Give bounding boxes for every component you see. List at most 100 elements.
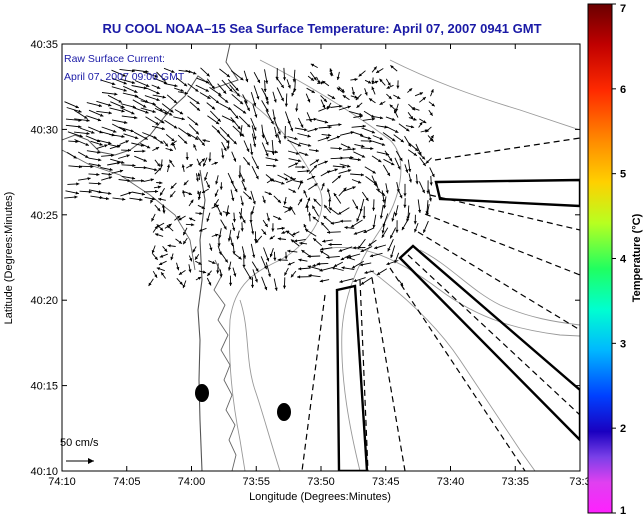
- current-vector-icon: [232, 212, 236, 223]
- current-vector-icon: [362, 206, 366, 219]
- current-vector-icon: [194, 254, 200, 260]
- current-vector-icon: [177, 134, 188, 145]
- current-vector-icon: [255, 235, 263, 244]
- current-vector-icon: [298, 258, 308, 262]
- current-vector-icon: [308, 164, 318, 174]
- current-vector-icon: [408, 142, 419, 152]
- current-vector-icon: [320, 247, 333, 251]
- subtitle-current-label: Raw Surface Current:: [64, 53, 165, 65]
- current-vector-icon: [386, 260, 399, 266]
- y-tick-label: 40:15: [30, 381, 58, 393]
- current-vector-icon: [352, 246, 366, 250]
- current-vector-icon: [418, 181, 426, 194]
- current-vector-icon: [379, 204, 384, 219]
- current-vector-icon: [119, 140, 129, 145]
- current-vector-icon: [222, 211, 231, 215]
- current-vector-icon: [170, 253, 174, 261]
- current-vector-icon: [297, 180, 303, 190]
- current-vector-icon: [204, 172, 208, 181]
- current-vector-icon: [277, 226, 285, 230]
- current-vector-icon: [287, 136, 298, 140]
- current-vector-icon: [328, 207, 339, 215]
- current-vector-icon: [208, 260, 216, 265]
- current-vector-icon: [271, 223, 275, 232]
- current-vector-icon: [422, 220, 429, 233]
- current-vector-icon: [162, 109, 173, 116]
- current-vector-icon: [298, 267, 311, 271]
- colorbar-tick-label: 6: [620, 84, 626, 96]
- current-vector-icon: [154, 204, 161, 212]
- current-vector-icon: [276, 87, 285, 102]
- current-vector-icon: [345, 256, 356, 261]
- current-vector-icon: [286, 230, 295, 238]
- current-vector-icon: [316, 119, 329, 124]
- bay-shoreline: [62, 149, 196, 271]
- current-vector-icon: [373, 244, 387, 250]
- current-vector-icon: [397, 188, 403, 199]
- current-vector-icon: [110, 101, 125, 109]
- current-vector-icon: [307, 127, 319, 133]
- current-vector-icon: [339, 163, 351, 168]
- current-vector-icon: [297, 275, 311, 279]
- y-tick-label: 40:30: [30, 124, 58, 136]
- current-vector-icon: [230, 180, 238, 193]
- current-vector-icon: [121, 115, 138, 120]
- current-vector-icon: [186, 163, 193, 169]
- current-vector-icon: [391, 211, 396, 222]
- current-vector-icon: [293, 238, 306, 243]
- current-vector-icon: [239, 171, 245, 183]
- current-vector-icon: [238, 115, 251, 128]
- current-vector-icon: [355, 93, 362, 101]
- current-vector-icon: [119, 78, 136, 84]
- current-vector-icon: [192, 246, 197, 253]
- current-vector-icon: [330, 221, 341, 225]
- current-vector-icon: [376, 268, 388, 276]
- current-vector-icon: [261, 142, 269, 157]
- current-vector-icon: [68, 165, 83, 169]
- current-vector-icon: [304, 228, 317, 237]
- current-vector-icon: [66, 152, 77, 159]
- current-vector-icon: [79, 165, 94, 169]
- current-vector-icon: [230, 70, 244, 81]
- current-vector-icon: [101, 176, 113, 181]
- current-vector-icon: [372, 214, 377, 229]
- current-vector-icon: [321, 80, 330, 87]
- current-vector-icon: [405, 125, 415, 129]
- current-vector-icon: [195, 276, 202, 281]
- current-vector-icon: [401, 220, 408, 231]
- current-vector-icon: [229, 108, 239, 119]
- current-vector-icon: [376, 125, 388, 129]
- current-vector-icon: [154, 233, 164, 237]
- current-vector-icon: [333, 261, 344, 268]
- current-vector-icon: [250, 117, 257, 131]
- current-vector-icon: [327, 123, 342, 127]
- current-vector-icon: [198, 227, 207, 232]
- current-vector-icon: [184, 191, 193, 196]
- current-vector-icon: [273, 251, 277, 261]
- current-vector-icon: [375, 68, 384, 74]
- current-vector-icon: [408, 117, 417, 121]
- current-vector-icon: [121, 175, 136, 180]
- current-vector-icon: [403, 183, 407, 197]
- current-vector-icon: [148, 278, 154, 287]
- current-vector-icon: [407, 87, 413, 93]
- current-vector-icon: [313, 198, 322, 207]
- current-vector-icon: [152, 94, 166, 99]
- current-vector-icon: [187, 95, 200, 105]
- current-vector-icon: [360, 276, 373, 285]
- current-vector-icon: [156, 71, 166, 82]
- current-vector-icon: [211, 161, 218, 165]
- current-vector-icon: [120, 107, 135, 115]
- current-vector-icon: [220, 219, 227, 230]
- current-vector-icon: [319, 267, 333, 272]
- current-vector-icon: [88, 109, 104, 117]
- current-vector-icon: [227, 135, 238, 145]
- current-vector-icon: [338, 169, 352, 174]
- y-tick-label: 40:35: [30, 39, 58, 51]
- current-vector-icon: [185, 152, 189, 161]
- current-vector-icon: [320, 221, 330, 231]
- current-vector-icon: [318, 106, 331, 112]
- current-vector-icon: [229, 275, 233, 286]
- current-vector-icon: [206, 277, 212, 286]
- current-vector-icon: [109, 133, 125, 138]
